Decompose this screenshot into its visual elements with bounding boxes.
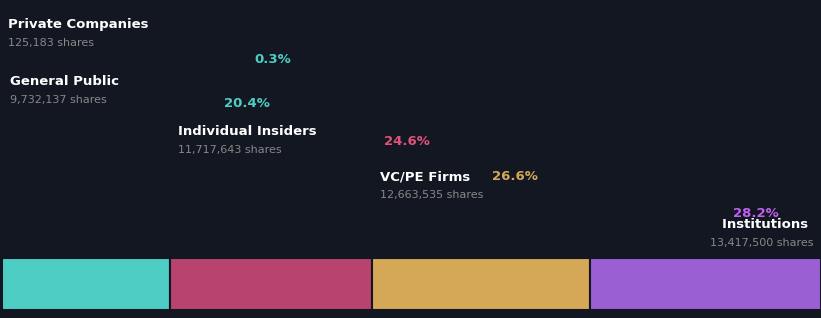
FancyBboxPatch shape [589,258,821,310]
Text: Institutions: Institutions [722,218,813,231]
Text: 13,417,500 shares: 13,417,500 shares [709,238,813,248]
Text: 11,717,643 shares: 11,717,643 shares [178,145,282,155]
FancyBboxPatch shape [372,258,589,310]
FancyBboxPatch shape [170,258,372,310]
Text: 9,732,137 shares: 9,732,137 shares [11,95,108,105]
Text: Private Companies: Private Companies [8,18,154,31]
Text: Individual Insiders: Individual Insiders [178,125,321,138]
Text: 24.6%: 24.6% [383,135,429,148]
FancyBboxPatch shape [2,258,170,310]
Text: VC/PE Firms: VC/PE Firms [379,170,475,183]
Text: 12,663,535 shares: 12,663,535 shares [379,190,483,200]
Text: 26.6%: 26.6% [492,170,538,183]
Text: 125,183 shares: 125,183 shares [8,38,94,48]
Text: 0.3%: 0.3% [254,53,291,66]
Text: 28.2%: 28.2% [732,207,778,220]
Text: General Public: General Public [11,75,124,88]
Text: 20.4%: 20.4% [224,97,270,110]
FancyBboxPatch shape [0,258,2,310]
